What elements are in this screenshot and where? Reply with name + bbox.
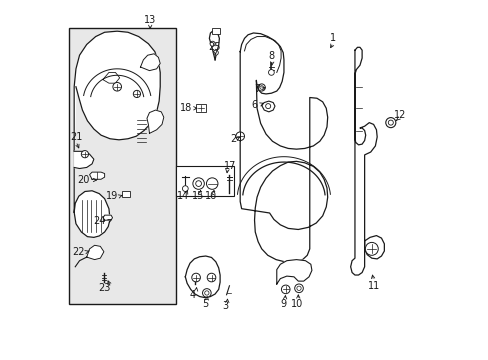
Circle shape (296, 286, 301, 291)
Circle shape (207, 273, 215, 282)
Text: 22: 22 (72, 247, 85, 257)
Polygon shape (350, 47, 384, 275)
Circle shape (258, 84, 265, 91)
Circle shape (213, 50, 218, 55)
Circle shape (265, 104, 270, 109)
Circle shape (191, 273, 200, 282)
Circle shape (81, 150, 88, 158)
Polygon shape (240, 33, 327, 262)
Polygon shape (147, 110, 163, 134)
Text: 16: 16 (205, 191, 217, 201)
Circle shape (206, 178, 218, 189)
Text: 1: 1 (330, 33, 336, 43)
Text: 13: 13 (144, 15, 156, 26)
Circle shape (260, 86, 263, 89)
Text: 23: 23 (98, 283, 111, 293)
Bar (175, 166, 234, 196)
Text: 9: 9 (280, 299, 285, 309)
Polygon shape (89, 172, 104, 179)
Circle shape (210, 41, 215, 46)
Bar (195, 104, 205, 112)
Circle shape (294, 284, 303, 293)
Polygon shape (261, 101, 274, 112)
Text: 6: 6 (251, 100, 257, 110)
Text: 21: 21 (70, 132, 82, 142)
Bar (69, 28, 176, 304)
Text: 8: 8 (268, 51, 274, 61)
Text: 25: 25 (207, 42, 220, 52)
Text: 7: 7 (253, 84, 260, 94)
Polygon shape (185, 256, 220, 298)
Circle shape (268, 69, 274, 75)
Text: 20: 20 (78, 175, 90, 185)
Circle shape (133, 90, 140, 98)
Circle shape (182, 186, 188, 192)
Polygon shape (74, 151, 94, 168)
Circle shape (192, 178, 204, 189)
Bar (211, 28, 219, 34)
Circle shape (204, 291, 208, 295)
Circle shape (202, 289, 211, 297)
Circle shape (387, 120, 392, 125)
Text: 17: 17 (224, 161, 236, 171)
Circle shape (365, 242, 378, 255)
Text: 14: 14 (177, 191, 189, 201)
Polygon shape (276, 260, 311, 284)
Circle shape (235, 132, 244, 140)
Text: 15: 15 (191, 191, 203, 201)
Text: 10: 10 (290, 299, 303, 309)
Text: 4: 4 (189, 290, 195, 300)
Circle shape (281, 285, 289, 294)
Polygon shape (74, 151, 110, 237)
Text: 12: 12 (393, 111, 406, 121)
Circle shape (385, 118, 395, 128)
Bar (122, 192, 130, 197)
Polygon shape (103, 215, 112, 220)
Polygon shape (86, 245, 104, 260)
Text: 3: 3 (222, 301, 228, 311)
Circle shape (113, 82, 121, 91)
Text: 19: 19 (105, 191, 118, 201)
Text: 2: 2 (230, 134, 236, 144)
Text: 24: 24 (93, 216, 105, 226)
Circle shape (195, 181, 201, 186)
Text: 18: 18 (180, 103, 192, 113)
Text: 5: 5 (202, 299, 208, 309)
Polygon shape (140, 54, 160, 71)
Polygon shape (74, 31, 160, 151)
Text: 11: 11 (366, 281, 379, 291)
